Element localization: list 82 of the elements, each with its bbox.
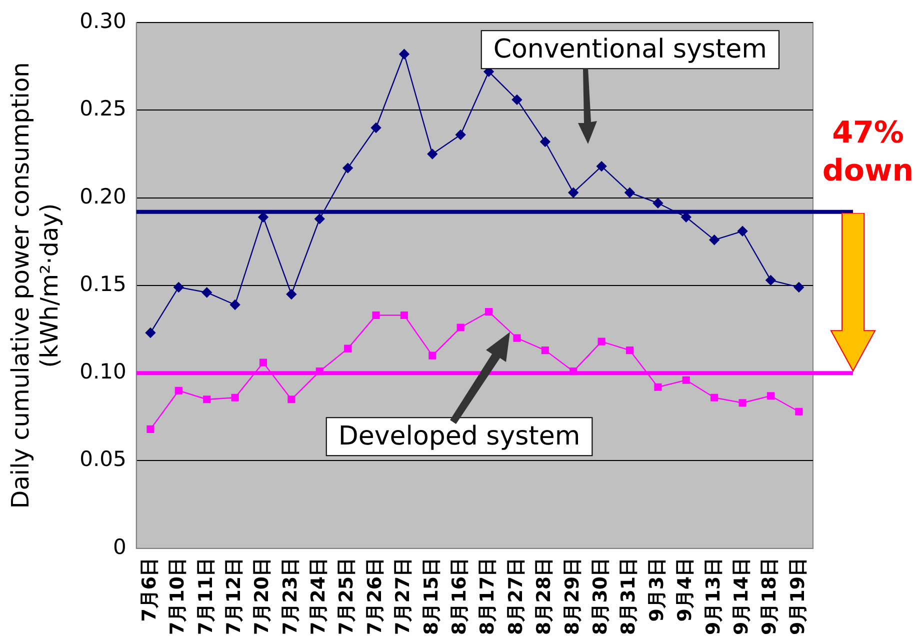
y-tick-label: 0.10 xyxy=(80,360,126,384)
series-label: Developed system xyxy=(338,421,580,452)
point xyxy=(626,346,634,354)
point xyxy=(370,122,382,133)
x-tick-label: 9月4日 xyxy=(674,557,696,622)
point xyxy=(512,94,522,105)
x-tick-label: 9月19日 xyxy=(786,557,809,636)
point xyxy=(258,212,268,222)
y-tick-label: 0.25 xyxy=(80,96,126,121)
point xyxy=(568,187,578,198)
point xyxy=(203,396,211,404)
point xyxy=(202,287,212,298)
x-tick-label: 7月27日 xyxy=(392,557,414,636)
x-tick-label: 8月16日 xyxy=(448,557,471,636)
point xyxy=(598,338,606,346)
x-tick-label: 7月26日 xyxy=(364,557,386,636)
point xyxy=(624,187,635,198)
point xyxy=(231,394,239,402)
series-label: Conventional system xyxy=(493,34,767,64)
point xyxy=(288,396,296,404)
point xyxy=(342,162,353,174)
y-tick-label: 0.05 xyxy=(80,447,126,472)
point xyxy=(570,368,578,376)
point xyxy=(795,408,803,416)
point xyxy=(682,376,690,384)
point xyxy=(174,386,182,394)
x-tick-label: 7月6日 xyxy=(138,557,160,622)
x-tick-label: 7月23日 xyxy=(279,557,302,636)
x-tick-label: 8月17日 xyxy=(476,557,499,636)
x-tick-label: 7月24日 xyxy=(308,557,330,636)
x-tick-label: 7月10日 xyxy=(166,557,189,636)
point xyxy=(794,282,804,292)
x-tick-label: 8月29日 xyxy=(561,557,584,636)
x-tick-label: 8月31日 xyxy=(618,557,640,636)
y-axis-title: Daily cumulative power consumption (kWh/m²·day) xyxy=(6,62,64,509)
x-tick-label: 9月3日 xyxy=(646,557,668,622)
point xyxy=(709,234,720,246)
point xyxy=(737,226,748,236)
x-tick-label: 7月25日 xyxy=(336,557,358,636)
y-tick-label: 0.30 xyxy=(80,9,126,34)
y-tick-label: 0 xyxy=(112,534,126,559)
y-tick-label: 0.20 xyxy=(80,184,126,208)
text: 47% down xyxy=(822,115,914,188)
point xyxy=(174,282,184,292)
point xyxy=(455,130,466,140)
point xyxy=(681,212,692,222)
point xyxy=(286,289,297,300)
x-tick-label: 8月30日 xyxy=(589,557,612,636)
point xyxy=(484,308,493,316)
point xyxy=(652,198,664,208)
point xyxy=(766,392,774,400)
point xyxy=(738,399,746,407)
point xyxy=(314,214,325,224)
point xyxy=(428,352,436,360)
point xyxy=(259,358,268,366)
point xyxy=(541,346,549,354)
point xyxy=(146,425,154,433)
x-tick-label: 8月28日 xyxy=(533,557,556,636)
point xyxy=(427,148,438,160)
point xyxy=(710,394,718,402)
point xyxy=(513,334,521,342)
point xyxy=(766,275,776,286)
point xyxy=(145,328,156,338)
x-tick-label: 9月14日 xyxy=(730,557,752,636)
point xyxy=(540,136,550,147)
point xyxy=(654,383,662,391)
point xyxy=(399,49,410,60)
x-tick-label: 7月20日 xyxy=(251,557,274,636)
x-tick-label: 7月11日 xyxy=(194,557,217,636)
point xyxy=(316,368,324,376)
x-tick-label: 9月18日 xyxy=(758,557,781,636)
x-tick-label: 8月27日 xyxy=(504,557,527,636)
point xyxy=(344,344,352,352)
x-tick-label: 9月13日 xyxy=(702,557,724,636)
point xyxy=(596,161,607,172)
x-tick-label: 8月15日 xyxy=(420,557,442,636)
point xyxy=(230,300,240,310)
x-tick-label: 7月12日 xyxy=(222,557,245,636)
y-tick-label: 0.15 xyxy=(80,272,126,296)
point xyxy=(456,324,464,332)
point xyxy=(372,311,380,320)
point xyxy=(400,311,408,320)
